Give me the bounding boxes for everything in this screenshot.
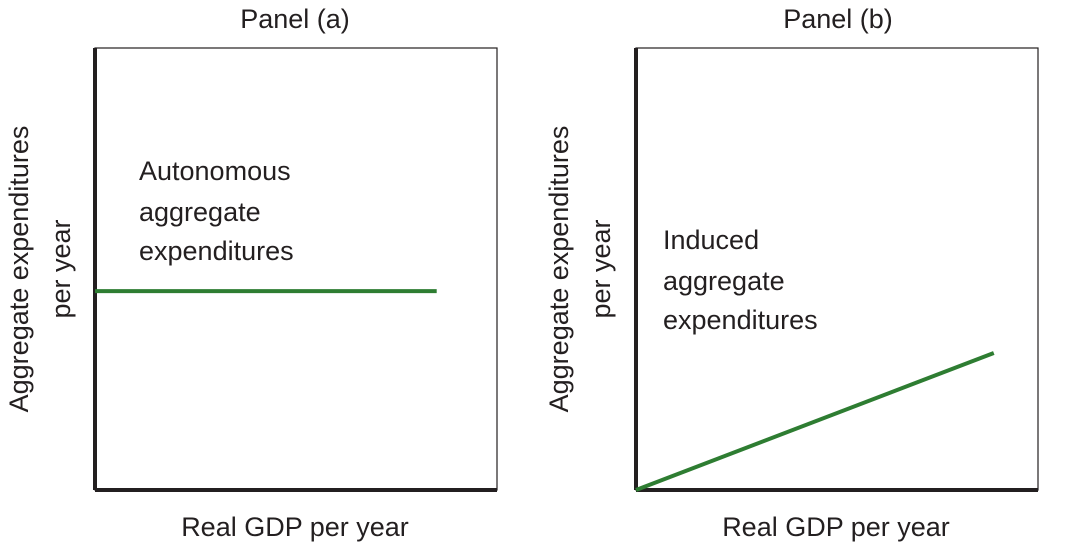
panel-a-annotation-line-3: expenditures bbox=[139, 236, 294, 266]
panel-b-annotation-line-1: Induced bbox=[663, 225, 759, 255]
panel-b-frame bbox=[635, 47, 1039, 491]
panel-b-title: Panel (b) bbox=[783, 4, 893, 34]
panel-b-annotation-line-2: aggregate bbox=[663, 266, 785, 296]
panel-b-annotation-line-3: expenditures bbox=[663, 305, 818, 335]
panel-a-ylabel-line-1: Aggregate expenditures bbox=[4, 126, 34, 413]
panel-b: Panel (b) Real GDP per year Aggregate ex… bbox=[544, 4, 1039, 542]
panel-a-annotation-line-1: Autonomous bbox=[139, 156, 291, 186]
panel-b-series-line bbox=[635, 351, 995, 492]
panel-a-ylabel-line-2: per year bbox=[46, 219, 76, 318]
panel-a-annotation-line-2: aggregate bbox=[139, 197, 261, 227]
panel-a-title: Panel (a) bbox=[240, 4, 350, 34]
panel-a: Panel (a) Real GDP per year Aggregate ex… bbox=[4, 4, 498, 542]
panel-a-xlabel: Real GDP per year bbox=[181, 512, 409, 542]
panel-b-ylabel-line-1: Aggregate expenditures bbox=[544, 126, 574, 413]
panel-a-frame bbox=[94, 47, 498, 491]
panel-b-xlabel: Real GDP per year bbox=[722, 512, 950, 542]
panel-b-ylabel-line-2: per year bbox=[586, 219, 616, 318]
